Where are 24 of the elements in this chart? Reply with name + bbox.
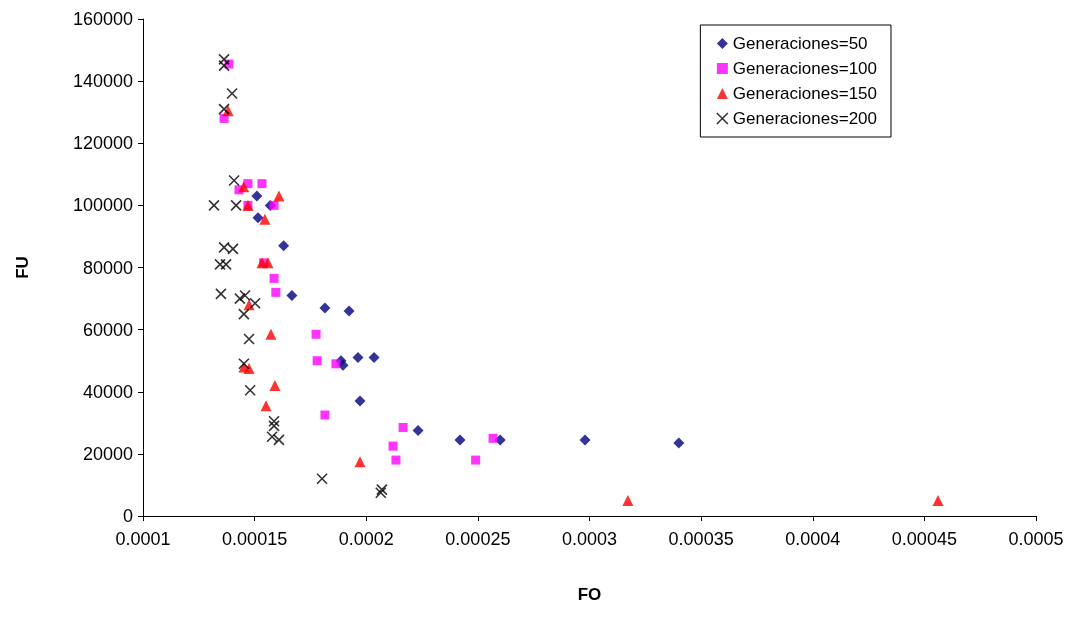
y-tick-label: 120000: [72, 133, 133, 154]
x-tick-label: 0.00035: [668, 529, 734, 549]
y-tick-label: 20000: [82, 443, 133, 464]
x-tick-label: 0.0002: [338, 529, 394, 549]
y-tick-label: 40000: [82, 381, 133, 402]
legend-label: Generaciones=200: [732, 109, 878, 128]
x-tick-label: 0.00025: [445, 529, 511, 549]
x-tick-label: 0.0005: [1008, 529, 1064, 549]
legend-label: Generaciones=150: [732, 84, 878, 103]
y-tick-label: 80000: [82, 257, 133, 278]
legend-label: Generaciones=100: [732, 59, 878, 78]
y-tick-label: 100000: [72, 195, 133, 216]
y-tick-label: 140000: [72, 71, 133, 92]
y-tick-label: 160000: [72, 9, 133, 29]
y-axis-title: FU: [13, 256, 32, 279]
x-tick-label: 0.0003: [561, 529, 618, 549]
x-tick-label: 0.00015: [222, 529, 288, 549]
x-tick-label: 0.00045: [891, 529, 957, 549]
y-tick-label: 60000: [82, 319, 133, 340]
y-tick-label: 0: [122, 506, 133, 526]
x-tick-label: 0.0001: [115, 529, 171, 549]
legend-label: Generaciones=50: [732, 34, 868, 53]
x-axis-title: FO: [577, 585, 602, 604]
x-tick-label: 0.0004: [785, 529, 841, 549]
